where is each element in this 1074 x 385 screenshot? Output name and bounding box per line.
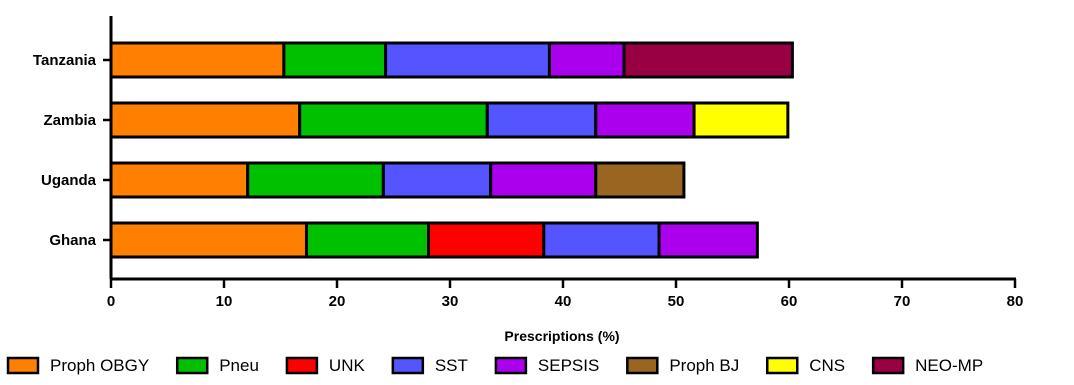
legend-swatch — [626, 356, 659, 375]
bar-segment-uganda-pneu — [246, 161, 385, 199]
bar-segment-ghana-pneu — [304, 221, 431, 259]
bar-segment-ghana-unk — [427, 221, 546, 259]
x-axis-title: Prescriptions (%) — [504, 328, 619, 344]
bar-segment-ghana-sst — [542, 221, 661, 259]
legend-swatch — [766, 356, 799, 375]
x-tick-label-50: 50 — [668, 293, 685, 310]
x-tick-label-30: 30 — [442, 293, 459, 310]
legend-label: Proph BJ — [669, 356, 739, 375]
x-tick-label-60: 60 — [781, 293, 798, 310]
legend-label: SST — [435, 356, 468, 375]
x-tick-label-70: 70 — [894, 293, 911, 310]
bar-segment-zambia-cns — [692, 101, 790, 139]
legend-item-sepsis: SEPSIS — [494, 356, 599, 375]
legend-swatch — [391, 356, 425, 375]
bar-segment-tanzania-sst — [384, 41, 551, 79]
legend-swatch — [175, 356, 209, 375]
y-tick-label-ghana: Ghana — [49, 232, 96, 249]
bar-segment-tanzania-sepsis — [547, 41, 626, 79]
x-tick-label-0: 0 — [107, 293, 115, 310]
bar-segment-zambia-pneu — [298, 101, 489, 139]
x-tick-label-10: 10 — [216, 293, 233, 310]
bar-segment-tanzania-neo-mp — [622, 41, 794, 79]
legend-label: SEPSIS — [538, 356, 599, 375]
legend-label: Pneu — [219, 356, 259, 375]
y-tick-label-tanzania: Tanzania — [33, 52, 97, 69]
legend-item-neo-mp: NEO-MP — [871, 356, 983, 375]
legend-label: UNK — [329, 356, 366, 375]
bar-segment-ghana-proph-obgy — [109, 221, 308, 259]
legend-item-proph-obgy: Proph OBGY — [6, 356, 149, 375]
legend-label: CNS — [809, 356, 845, 375]
legend-item-pneu: Pneu — [175, 356, 259, 375]
axes-layer: Tanzania Zambia Uganda Ghana 0 10 20 30 40 50 60 70… — [33, 16, 1023, 310]
x-tick-label-80: 80 — [1007, 293, 1024, 310]
bar-segment-uganda-proph-bj — [594, 161, 686, 199]
bar-segment-zambia-sst — [485, 101, 598, 139]
bars-layer — [109, 41, 794, 259]
legend-item-unk: UNK — [285, 356, 366, 375]
y-tick-label-uganda: Uganda — [41, 172, 97, 189]
legend-swatch — [871, 356, 905, 375]
bar-segment-uganda-proph-obgy — [109, 161, 250, 199]
bar-segment-zambia-sepsis — [594, 101, 696, 139]
legend-swatch — [285, 356, 319, 375]
bar-segment-tanzania-proph-obgy — [109, 41, 286, 79]
bar-segment-zambia-proph-obgy — [109, 101, 302, 139]
bar-segment-uganda-sst — [381, 161, 493, 199]
bar-segment-uganda-sepsis — [489, 161, 598, 199]
legend-swatch — [494, 356, 528, 375]
legend-item-cns: CNS — [766, 356, 845, 375]
y-tick-label-zambia: Zambia — [43, 112, 96, 129]
legend: Proph OBGY Pneu UNK SST SEPSIS Proph BJ CNS NEO… — [6, 356, 983, 375]
bar-segment-ghana-sepsis — [657, 221, 759, 259]
x-tick-label-40: 40 — [555, 293, 572, 310]
x-tick-label-20: 20 — [329, 293, 346, 310]
legend-label: NEO-MP — [915, 356, 983, 375]
legend-item-sst: SST — [391, 356, 468, 375]
legend-label: Proph OBGY — [50, 356, 149, 375]
legend-swatch — [6, 356, 40, 375]
legend-item-proph-bj: Proph BJ — [626, 356, 739, 375]
bar-segment-tanzania-pneu — [282, 41, 388, 79]
